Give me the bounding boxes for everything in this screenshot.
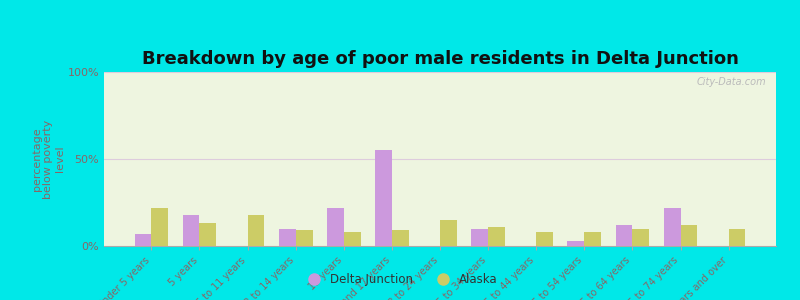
Bar xyxy=(567,241,584,246)
Bar xyxy=(344,232,361,246)
Bar xyxy=(247,215,265,246)
Bar xyxy=(488,227,505,246)
Bar xyxy=(729,229,746,246)
Bar xyxy=(279,229,296,246)
Y-axis label: percentage
below poverty
level: percentage below poverty level xyxy=(31,119,65,199)
Bar xyxy=(296,230,313,246)
Bar xyxy=(681,225,698,246)
Text: City-Data.com: City-Data.com xyxy=(696,77,766,87)
Bar xyxy=(633,229,650,246)
Bar xyxy=(182,215,199,246)
Bar xyxy=(151,208,168,246)
Bar xyxy=(327,208,344,246)
Bar xyxy=(664,208,681,246)
Bar xyxy=(584,232,601,246)
Bar xyxy=(536,232,553,246)
Bar xyxy=(615,225,633,246)
Bar xyxy=(199,224,216,246)
Legend: Delta Junction, Alaska: Delta Junction, Alaska xyxy=(298,269,502,291)
Bar xyxy=(134,234,151,246)
Bar xyxy=(392,230,409,246)
Bar xyxy=(375,150,392,246)
Title: Breakdown by age of poor male residents in Delta Junction: Breakdown by age of poor male residents … xyxy=(142,50,738,68)
Bar xyxy=(440,220,457,246)
Bar xyxy=(471,229,488,246)
